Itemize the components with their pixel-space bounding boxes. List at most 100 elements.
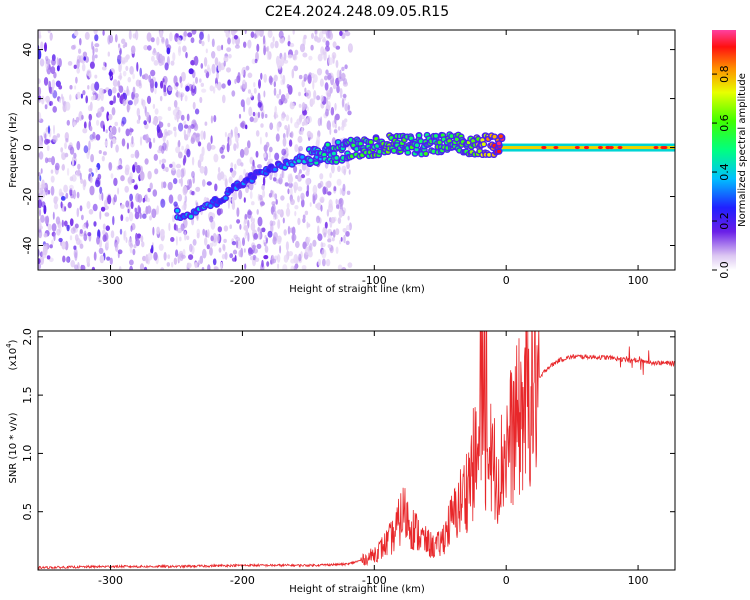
- heatmap-noise-cell: [53, 196, 58, 205]
- heatmap-noise-cell: [222, 94, 226, 104]
- heatmap-noise-cell: [161, 163, 165, 170]
- heatmap-noise-cell: [347, 215, 350, 221]
- heatmap-noise-cell: [56, 228, 61, 236]
- heatmap-noise-cell: [291, 226, 296, 236]
- heatmap-noise-cell: [82, 180, 86, 191]
- heatmap-noise-cell: [125, 216, 129, 222]
- heatmap-noise-cell: [136, 151, 140, 158]
- heatmap-noise-cell: [282, 74, 286, 85]
- heatmap-noise-cell: [176, 37, 182, 45]
- heatmap-noise-cell: [207, 264, 211, 270]
- heatmap-noise-cell: [47, 125, 51, 135]
- heatmap-noise-cell: [91, 53, 95, 63]
- heatmap-noise-cell: [162, 78, 165, 83]
- heatmap-signal-core: [498, 134, 503, 139]
- heatmap-noise-cell: [117, 80, 121, 88]
- heatmap-noise-cell: [283, 254, 289, 263]
- heatmap-noise-cell: [58, 188, 63, 197]
- heatmap-noise-cell: [73, 152, 77, 159]
- snr-x-tick-label: -300: [98, 574, 123, 587]
- heatmap-noise-cell: [244, 81, 248, 89]
- heatmap-noise-cell: [176, 168, 182, 178]
- heatmap-noise-cell: [94, 74, 98, 79]
- heatmap-noise-cell: [314, 30, 318, 36]
- heatmap-noise-cell: [194, 108, 200, 115]
- heatmap-noise-cell: [51, 156, 55, 166]
- heatmap-noise-cell: [99, 186, 103, 194]
- heatmap-noise-cell: [250, 255, 254, 261]
- heatmap-noise-cell: [284, 154, 288, 160]
- heatmap-noise-cell: [306, 221, 309, 229]
- heatmap-noise-cell: [108, 34, 114, 44]
- heatmap-noise-cell: [74, 85, 77, 90]
- heatmap-noise-cell: [88, 168, 93, 173]
- heatmap-noise-cell: [262, 35, 266, 45]
- heatmap-noise-cell: [130, 153, 135, 158]
- heatmap-noise-cell: [81, 264, 86, 270]
- heatmap-noise-cell: [273, 231, 278, 241]
- heatmap-noise-cell: [331, 137, 336, 147]
- heatmap-noise-cell: [195, 76, 198, 84]
- heatmap-noise-cell: [73, 245, 77, 250]
- heatmap-noise-cell: [228, 31, 231, 38]
- heatmap-noise-cell: [144, 193, 149, 203]
- heatmap-noise-cell: [285, 241, 289, 251]
- heatmap-noise-cell: [65, 138, 69, 143]
- heatmap-noise-cell: [310, 44, 314, 51]
- heatmap-noise-cell: [204, 121, 208, 126]
- heatmap-noise: [38, 30, 353, 270]
- heatmap-noise-cell: [291, 68, 295, 79]
- heatmap-noise-cell: [89, 185, 95, 196]
- heatmap-signal-core: [481, 142, 486, 146]
- heatmap-noise-cell: [119, 72, 122, 81]
- heatmap-noise-cell: [76, 140, 81, 151]
- heatmap-noise-cell: [228, 54, 232, 59]
- heatmap-signal-core: [273, 167, 277, 172]
- heatmap-noise-cell: [213, 153, 219, 163]
- heatmap-noise-cell: [48, 257, 54, 263]
- heatmap-noise-cell: [79, 205, 83, 212]
- heatmap-noise-cell: [345, 240, 350, 245]
- heatmap-noise-cell: [156, 205, 159, 215]
- heatmap-noise-cell: [99, 254, 105, 264]
- heatmap-noise-cell: [139, 67, 142, 77]
- heatmap-noise-cell: [262, 189, 266, 198]
- heatmap-noise-cell: [129, 65, 134, 75]
- heatmap-signal-core: [480, 138, 485, 142]
- heatmap-noise-cell: [89, 175, 93, 184]
- heatmap-noise-cell: [38, 208, 42, 217]
- heatmap-noise-cell: [200, 63, 204, 69]
- heatmap-noise-cell: [216, 208, 222, 216]
- heatmap-noise-cell: [226, 142, 230, 153]
- heatmap-noise-cell: [183, 30, 188, 37]
- heatmap-noise-cell: [139, 136, 143, 146]
- heatmap-noise-cell: [335, 228, 340, 236]
- heatmap-band-peak: [597, 145, 603, 150]
- heatmap-noise-cell: [129, 193, 134, 202]
- heatmap-noise-cell: [263, 255, 269, 260]
- heatmap-noise-cell: [211, 51, 216, 59]
- heatmap-noise-cell: [113, 95, 116, 104]
- heatmap-noise-cell: [335, 59, 339, 69]
- heatmap-noise-cell: [289, 173, 293, 184]
- heatmap-noise-cell: [332, 82, 337, 90]
- heatmap-noise-cell: [346, 190, 351, 195]
- heatmap-noise-cell: [197, 159, 202, 168]
- heatmap-noise-cell: [163, 251, 167, 261]
- heatmap-noise-cell: [71, 174, 77, 182]
- heatmap-noise-cell: [181, 145, 185, 151]
- heatmap-noise-cell: [301, 265, 307, 270]
- heatmap-noise-cell: [320, 204, 323, 212]
- heatmap-noise-cell: [190, 37, 195, 44]
- heatmap-noise-cell: [302, 109, 308, 116]
- heatmap-noise-cell: [61, 241, 66, 250]
- heatmap-noise-cell: [66, 167, 70, 176]
- heatmap-noise-cell: [324, 75, 328, 81]
- heatmap-noise-cell: [156, 36, 160, 46]
- heatmap-noise-cell: [330, 217, 336, 224]
- heatmap-noise-cell: [326, 209, 330, 217]
- heatmap-noise-cell: [186, 113, 190, 122]
- chart-title: C2E4.2024.248.09.05.R15: [265, 4, 449, 20]
- heatmap-noise-cell: [88, 113, 93, 121]
- heatmap-noise-cell: [120, 204, 125, 209]
